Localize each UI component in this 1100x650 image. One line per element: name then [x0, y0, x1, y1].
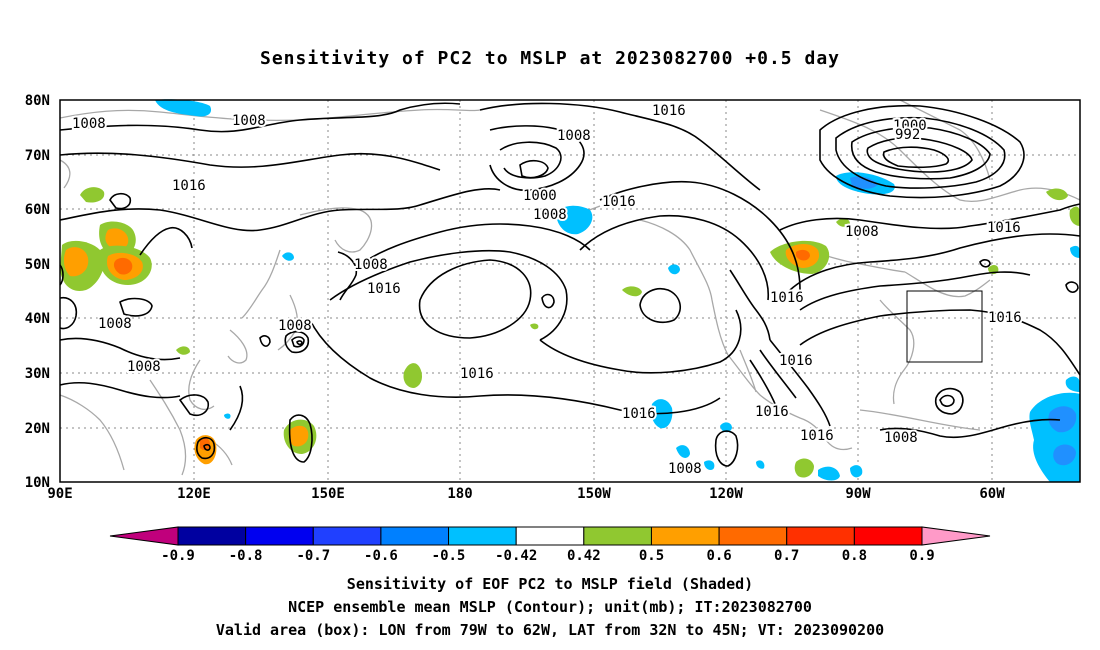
- colorbar-swatch: [718, 526, 788, 546]
- colorbar-high-triangle: [921, 526, 991, 546]
- contour-label: 992: [895, 127, 920, 143]
- lat-label: 30N: [25, 366, 50, 382]
- contour-label: 1016: [800, 428, 834, 444]
- contour-label: 1016: [779, 353, 813, 369]
- contour-label: 1016: [602, 194, 636, 210]
- colorbar-low-triangle: [109, 526, 179, 546]
- coastlines: [59, 99, 1081, 479]
- lon-label: 120E: [177, 486, 211, 502]
- contour-label: 1008: [127, 359, 161, 375]
- colorbar-label: 0.8: [842, 548, 867, 564]
- colorbar-swatch: [312, 526, 382, 546]
- valid-area-box: [906, 290, 983, 363]
- lon-label: 150E: [311, 486, 345, 502]
- lat-label: 40N: [25, 311, 50, 327]
- lon-label: 60W: [979, 486, 1005, 502]
- lat-label: 60N: [25, 202, 50, 218]
- contour-label: 1016: [172, 178, 206, 194]
- contour-label: 1016: [770, 290, 804, 306]
- contour-label: 1016: [652, 103, 686, 119]
- map-title: Sensitivity of PC2 to MSLP at 2023082700…: [259, 48, 840, 69]
- contour-label: 1016: [460, 366, 494, 382]
- colorbar-swatch: [515, 526, 585, 546]
- lat-label: 10N: [25, 475, 50, 491]
- contour-labels: 1008 1008 1016 1008 1016 1008 1008 1008 …: [70, 101, 1024, 479]
- contour-label: 1008: [72, 116, 106, 132]
- lat-label: 80N: [25, 93, 50, 109]
- colorbar: -0.9 -0.8 -0.7 -0.6 -0.5 -0.42 0.42 0.5 0.6 0.7 0.…: [109, 526, 991, 564]
- colorbar-label: -0.5: [432, 548, 466, 564]
- colorbar-label: 0.7: [774, 548, 799, 564]
- contour-label: 1008: [884, 430, 918, 446]
- contour-label: 1008: [668, 461, 702, 477]
- caption-line-1: Sensitivity of EOF PC2 to MSLP field (Sh…: [346, 575, 754, 593]
- contour-label: 1008: [557, 128, 591, 144]
- colorbar-label: 0.5: [639, 548, 664, 564]
- lat-label: 50N: [25, 257, 50, 273]
- colorbar-label: -0.9: [161, 548, 195, 564]
- caption-line-2: NCEP ensemble mean MSLP (Contour); unit(…: [288, 598, 812, 616]
- contour-label: 1008: [354, 257, 388, 273]
- contour-label: 1016: [987, 220, 1021, 236]
- contour-label: 1016: [367, 281, 401, 297]
- colorbar-swatch: [380, 526, 450, 546]
- map-panel: 1008 1008 1016 1008 1016 1008 1008 1008 …: [59, 99, 1081, 483]
- lat-label: 20N: [25, 421, 50, 437]
- colorbar-swatch: [786, 526, 855, 546]
- colorbar-label: 0.42: [567, 548, 601, 564]
- caption-line-3: Valid area (box): LON from 79W to 62W, L…: [215, 621, 885, 639]
- colorbar-label: -0.6: [364, 548, 398, 564]
- colorbar-swatch: [177, 526, 247, 546]
- colorbar-swatch: [245, 526, 314, 546]
- colorbar-label: -0.7: [296, 548, 330, 564]
- lon-label: 90E: [47, 486, 72, 502]
- contour-label: 1008: [278, 318, 312, 334]
- lat-label: 70N: [25, 148, 50, 164]
- lon-label: 90W: [845, 486, 871, 502]
- sensitivity-shading: [60, 99, 1080, 482]
- colorbar-label: -0.42: [495, 548, 537, 564]
- colorbar-label: -0.8: [229, 548, 263, 564]
- colorbar-label: 0.9: [909, 548, 934, 564]
- contour-label: 1008: [533, 207, 567, 223]
- colorbar-swatch: [650, 526, 720, 546]
- latitude-labels: 80N 70N 60N 50N 40N 30N 20N 10N: [25, 93, 50, 491]
- contour-label: 1000: [893, 118, 927, 134]
- contour-label: 1016: [988, 310, 1022, 326]
- contour-label: 1016: [755, 404, 789, 420]
- contour-label: 1008: [232, 113, 266, 129]
- contour-label: 1016: [622, 406, 656, 422]
- contour-label: 1008: [98, 316, 132, 332]
- colorbar-swatch: [853, 526, 923, 546]
- lon-label: 180: [447, 486, 472, 502]
- lon-label: 120W: [709, 486, 743, 502]
- mslp-contours: [59, 102, 1081, 467]
- colorbar-swatch: [583, 526, 652, 546]
- lon-label: 150W: [577, 486, 611, 502]
- colorbar-label: 0.6: [706, 548, 731, 564]
- colorbar-swatch: [448, 526, 517, 546]
- longitude-labels: 90E 120E 150E 180 150W 120W 90W 60W: [47, 486, 1005, 502]
- contour-label: 1000: [523, 188, 557, 204]
- contour-label: 1008: [845, 224, 879, 240]
